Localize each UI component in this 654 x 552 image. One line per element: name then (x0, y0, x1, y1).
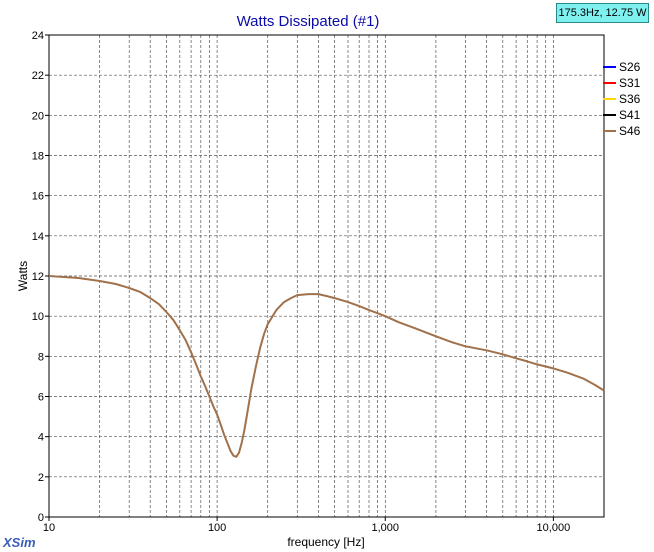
y-tick-label: 24 (32, 30, 44, 42)
x-axis-label: frequency [Hz] (287, 535, 364, 549)
legend-label-s46: S46 (619, 124, 641, 138)
y-tick-label: 22 (32, 70, 44, 82)
xsim-logo: XSim (3, 535, 36, 550)
y-tick-label: 10 (32, 311, 44, 323)
x-tick-label: 100 (208, 522, 226, 534)
y-tick-label: 20 (32, 110, 44, 122)
legend-label-s41: S41 (619, 108, 641, 122)
y-tick-label: 14 (32, 231, 44, 243)
y-tick-label: 0 (38, 512, 44, 524)
grid (49, 35, 604, 517)
legend: S26 S31 S36 S41 S46 (603, 60, 641, 138)
series-line-s46 (48, 275, 605, 458)
legend-label-s31: S31 (619, 76, 641, 90)
y-tick-label: 2 (38, 472, 44, 484)
x-tick-label: 1,000 (371, 522, 399, 534)
series-layer (48, 275, 605, 458)
y-tick-label: 16 (32, 191, 44, 203)
x-axis: 10 100 1,000 10,000 (43, 517, 570, 534)
y-tick-label: 8 (38, 351, 44, 363)
cursor-readout: 175.3Hz, 12.75 W (556, 3, 649, 23)
y-tick-label: 4 (38, 432, 44, 444)
y-axis-label: Watts (16, 261, 30, 291)
y-tick-label: 18 (32, 151, 44, 163)
chart-title: Watts Dissipated (#1) (237, 13, 380, 30)
y-tick-label: 6 (38, 392, 44, 404)
legend-label-s26: S26 (619, 60, 641, 74)
x-tick-label: 10 (43, 522, 55, 534)
y-tick-label: 12 (32, 271, 44, 283)
legend-label-s36: S36 (619, 92, 641, 106)
x-tick-label: 10,000 (537, 522, 571, 534)
